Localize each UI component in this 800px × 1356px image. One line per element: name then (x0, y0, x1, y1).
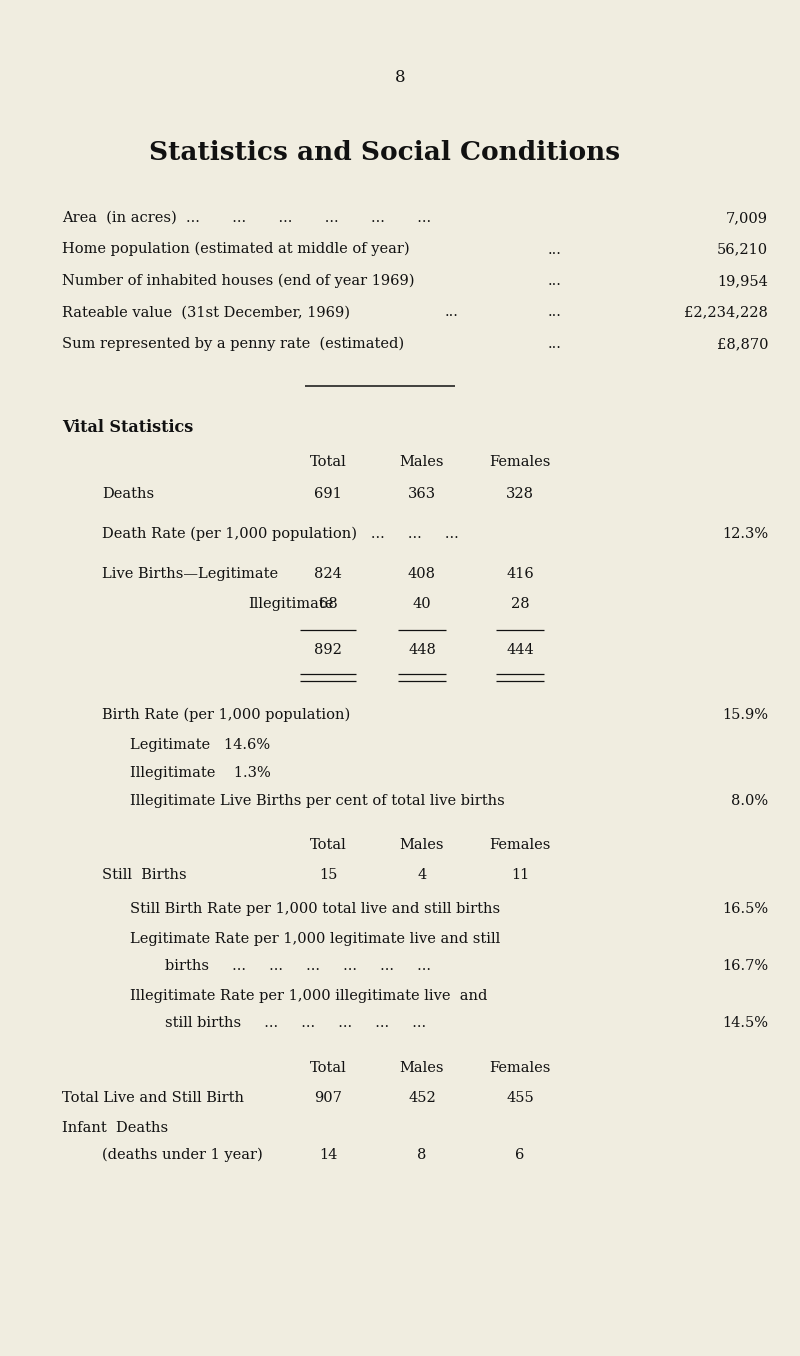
Text: 7,009: 7,009 (726, 212, 768, 225)
Text: Males: Males (400, 456, 444, 469)
Text: Illegitimate Rate per 1,000 illegitimate live  and: Illegitimate Rate per 1,000 illegitimate… (130, 989, 487, 1003)
Text: Females: Females (490, 838, 550, 852)
Text: 15: 15 (319, 868, 337, 881)
Text: Males: Males (400, 838, 444, 852)
Text: still births     ...     ...     ...     ...     ...: still births ... ... ... ... ... (165, 1016, 426, 1031)
Text: 15.9%: 15.9% (722, 708, 768, 721)
Text: Total: Total (310, 456, 346, 469)
Text: 363: 363 (408, 487, 436, 500)
Text: 455: 455 (506, 1092, 534, 1105)
Text: 907: 907 (314, 1092, 342, 1105)
Text: ...: ... (548, 305, 562, 320)
Text: £8,870: £8,870 (717, 338, 768, 351)
Text: Females: Females (490, 456, 550, 469)
Text: Home population (estimated at middle of year): Home population (estimated at middle of … (62, 243, 410, 256)
Text: Rateable value  (31st December, 1969): Rateable value (31st December, 1969) (62, 305, 350, 320)
Text: 28: 28 (510, 597, 530, 612)
Text: Legitimate   14.6%: Legitimate 14.6% (130, 738, 270, 753)
Text: Area  (in acres)  ...       ...       ...       ...       ...       ...: Area (in acres) ... ... ... ... ... ... (62, 212, 431, 225)
Text: 892: 892 (314, 643, 342, 658)
Text: 14: 14 (319, 1149, 337, 1162)
Text: Illegitimate: Illegitimate (248, 597, 334, 612)
Text: 8: 8 (418, 1149, 426, 1162)
Text: 11: 11 (511, 868, 529, 881)
Text: Legitimate Rate per 1,000 legitimate live and still: Legitimate Rate per 1,000 legitimate liv… (130, 932, 500, 946)
Text: Total Live and Still Birth: Total Live and Still Birth (62, 1092, 244, 1105)
Text: 691: 691 (314, 487, 342, 500)
Text: 452: 452 (408, 1092, 436, 1105)
Text: 12.3%: 12.3% (722, 527, 768, 541)
Text: Males: Males (400, 1060, 444, 1075)
Text: 68: 68 (318, 597, 338, 612)
Text: Death Rate (per 1,000 population)   ...     ...     ...: Death Rate (per 1,000 population) ... ..… (102, 526, 458, 541)
Text: Vital Statistics: Vital Statistics (62, 419, 194, 437)
Text: 448: 448 (408, 643, 436, 658)
Text: 6: 6 (515, 1149, 525, 1162)
Text: 8: 8 (394, 69, 406, 85)
Text: ...: ... (548, 274, 562, 287)
Text: Illegitimate    1.3%: Illegitimate 1.3% (130, 766, 270, 780)
Text: Deaths: Deaths (102, 487, 154, 500)
Text: 8.0%: 8.0% (731, 795, 768, 808)
Text: (deaths under 1 year): (deaths under 1 year) (102, 1147, 262, 1162)
Text: 40: 40 (413, 597, 431, 612)
Text: 16.5%: 16.5% (722, 902, 768, 917)
Text: Number of inhabited houses (end of year 1969): Number of inhabited houses (end of year … (62, 274, 414, 287)
Text: 16.7%: 16.7% (722, 959, 768, 974)
Text: £2,234,228: £2,234,228 (684, 305, 768, 320)
Text: Statistics and Social Conditions: Statistics and Social Conditions (150, 140, 621, 165)
Text: Still Birth Rate per 1,000 total live and still births: Still Birth Rate per 1,000 total live an… (130, 902, 500, 917)
Text: Infant  Deaths: Infant Deaths (62, 1121, 168, 1135)
Text: Birth Rate (per 1,000 population): Birth Rate (per 1,000 population) (102, 708, 350, 721)
Text: 444: 444 (506, 643, 534, 658)
Text: Sum represented by a penny rate  (estimated): Sum represented by a penny rate (estimat… (62, 336, 404, 351)
Text: ...: ... (445, 305, 459, 320)
Text: Total: Total (310, 1060, 346, 1075)
Text: ...: ... (548, 243, 562, 256)
Text: 824: 824 (314, 567, 342, 580)
Text: Females: Females (490, 1060, 550, 1075)
Text: 56,210: 56,210 (717, 243, 768, 256)
Text: ...: ... (548, 338, 562, 351)
Text: Total: Total (310, 838, 346, 852)
Text: 416: 416 (506, 567, 534, 580)
Text: births     ...     ...     ...     ...     ...     ...: births ... ... ... ... ... ... (165, 959, 431, 974)
Text: 408: 408 (408, 567, 436, 580)
Text: Still  Births: Still Births (102, 868, 186, 881)
Text: 14.5%: 14.5% (722, 1016, 768, 1031)
Text: Illegitimate Live Births per cent of total live births: Illegitimate Live Births per cent of tot… (130, 795, 505, 808)
Text: Live Births—Legitimate: Live Births—Legitimate (102, 567, 278, 580)
Text: 4: 4 (418, 868, 426, 881)
Text: 19,954: 19,954 (717, 274, 768, 287)
Text: 328: 328 (506, 487, 534, 500)
